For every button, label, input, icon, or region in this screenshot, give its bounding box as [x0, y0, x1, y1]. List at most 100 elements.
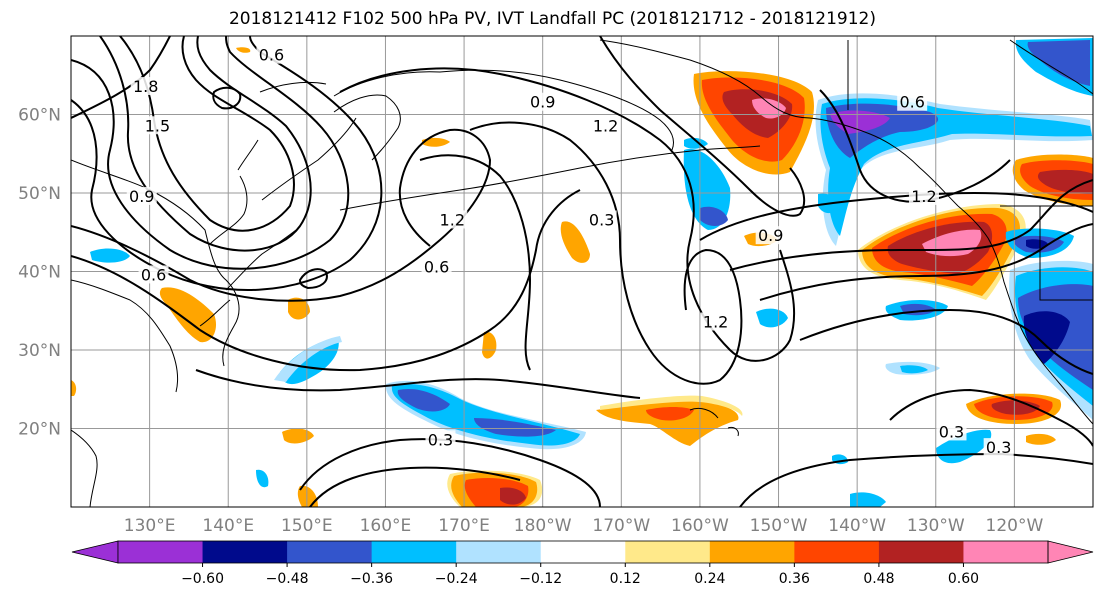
- longitude-label: 160°E: [360, 516, 412, 536]
- contour-label-backdrop: [138, 265, 169, 284]
- colorbar-swatch: [963, 541, 1049, 563]
- contour-label: 0.6: [424, 258, 449, 277]
- shade-gulf-alaska-pink: [752, 98, 786, 119]
- longitude-label: 120°W: [986, 516, 1044, 536]
- longitude-label: 140°E: [202, 516, 254, 536]
- contour-kamchatka-loop: [212, 86, 242, 110]
- longitude-label: 150°E: [281, 516, 333, 536]
- contour-label-backdrop: [256, 45, 287, 64]
- contour-label-backdrop: [908, 186, 939, 205]
- colorbar-tick-label: 0.24: [694, 571, 725, 587]
- coast-aleutians: [339, 145, 761, 211]
- contour-ring-2: [99, 36, 312, 252]
- shade-interior-navy: [1023, 311, 1070, 364]
- contour-label-backdrop: [126, 186, 157, 205]
- coast-siberia: [333, 69, 674, 151]
- contour-label-backdrop: [425, 430, 456, 449]
- contour-southeast-1: [889, 388, 1093, 447]
- coast-sakhalin-kuril: [237, 117, 357, 201]
- contour-label: 1.2: [593, 116, 618, 135]
- contour-label-backdrop: [130, 77, 161, 96]
- contour-east-jet-2: [729, 179, 1093, 271]
- shade-subtrop-west-blue2: [474, 418, 556, 437]
- latitude-labels: 20°N 30°N 40°N 50°N 60°N: [18, 106, 61, 440]
- shade-blob-se-orange: [1026, 433, 1056, 445]
- longitude-label: 140°W: [828, 516, 886, 536]
- shade-blob-nw-orange: [560, 221, 590, 263]
- shade-blob-sw-orange: [282, 428, 314, 444]
- figure-title: 2018121412 F102 500 hPa PV, IVT Landfall…: [228, 9, 876, 29]
- latitude-label: 30°N: [18, 341, 61, 361]
- shade-bering-blue: [700, 206, 728, 226]
- contour-trough-2: [419, 154, 532, 371]
- colorbar-tick-label: −0.12: [519, 571, 562, 587]
- colorbar-swatch: [625, 541, 711, 563]
- colorbar-tick-label: 0.12: [610, 571, 641, 587]
- contour-ring-3: [71, 36, 350, 270]
- contour-label-backdrop: [755, 226, 786, 245]
- shade-blob-se-lightblue: [850, 492, 886, 507]
- contour-ring-4: [71, 36, 383, 291]
- contour-label: 0.3: [939, 422, 964, 441]
- contour-closed-low: [298, 268, 328, 290]
- latitude-label: 20°N: [18, 420, 61, 440]
- colorbar-swatch: [794, 541, 880, 563]
- shade-blob-west-edge-cyan: [90, 248, 130, 263]
- contour-broad-west: [195, 369, 641, 399]
- colorbar: −0.60 −0.48 −0.36 −0.24 −0.12 0.12 0.24 0.36 0.4…: [71, 540, 1094, 587]
- colorbar-tick-label: −0.36: [350, 571, 393, 587]
- contour-label: 0.6: [141, 265, 166, 284]
- longitude-label: 130°W: [907, 516, 965, 536]
- contour-label: 0.3: [589, 210, 614, 229]
- colorbar-swatch: [118, 541, 204, 563]
- contour-low-1: [71, 128, 492, 302]
- latitude-label: 50°N: [18, 184, 61, 204]
- coast-kamchatka: [259, 81, 401, 161]
- contour-east-jet-3: [759, 223, 1093, 301]
- contour-long-ridge-1: [599, 36, 806, 217]
- latitude-label: 40°N: [18, 263, 61, 283]
- colorbar-swatch: [540, 541, 626, 563]
- longitude-labels: 130°E 140°E 150°E 160°E 170°E 180°W 170°W 160°W…: [124, 516, 1044, 536]
- contour-label: 1.8: [133, 77, 158, 96]
- coast-japan: [199, 175, 297, 327]
- colorbar-swatch: [371, 541, 457, 563]
- shade-blob-aleut-orange: [422, 137, 450, 147]
- shade-arctic-blue: [1027, 40, 1090, 86]
- shade-canada-darkred: [1037, 169, 1093, 194]
- contour-bc-ridge: [819, 89, 1011, 203]
- longitude-label: 130°E: [124, 516, 176, 536]
- contour-label: 1.5: [145, 116, 170, 135]
- longitude-label: 170°E: [438, 516, 490, 536]
- contour-label-backdrop: [586, 210, 617, 229]
- colorbar-swatch: [709, 541, 795, 563]
- longitude-label: 180°W: [514, 516, 572, 536]
- shade-japan-orange: [159, 287, 217, 343]
- contour-label: 0.6: [899, 93, 924, 112]
- shade-blob-sw-cyan: [256, 469, 269, 488]
- shade-blob-hawaii-cyan: [756, 308, 788, 328]
- shade-subtrop-west-blue: [397, 388, 450, 412]
- shade-blob-mid-orange: [482, 331, 497, 359]
- contour-low-2: [71, 189, 581, 372]
- contour-label-backdrop: [437, 210, 468, 229]
- contour-trough-1: [469, 121, 743, 385]
- shade-hawaii-orange: [596, 399, 739, 446]
- contour-label-backdrop: [983, 438, 1014, 457]
- colorbar-tick-label: 0.36: [779, 571, 810, 587]
- coast-hudson: [1009, 39, 1093, 95]
- shade-west-pacific-lightblue: [274, 336, 342, 382]
- colorbar-extend-high: [1047, 540, 1094, 564]
- colorbar-swatch: [456, 541, 542, 563]
- contour-label-backdrop: [527, 92, 558, 111]
- shade-blob-central-orange: [288, 297, 310, 320]
- colorbar-tick-label: −0.24: [435, 571, 478, 587]
- contour-label-backdrop: [421, 257, 452, 276]
- shade-nevada-navy: [1026, 239, 1048, 249]
- contour-labels: 0.6 1.8 1.5 0.9 0.6 1.2 0.6 0.3 0.9 1.2 1.2 0.9 0.6 1…: [126, 45, 1014, 457]
- longitude-label: 150°W: [750, 516, 808, 536]
- contour-label: 1.2: [440, 210, 465, 229]
- coast-bc-pacnw: [957, 205, 1093, 425]
